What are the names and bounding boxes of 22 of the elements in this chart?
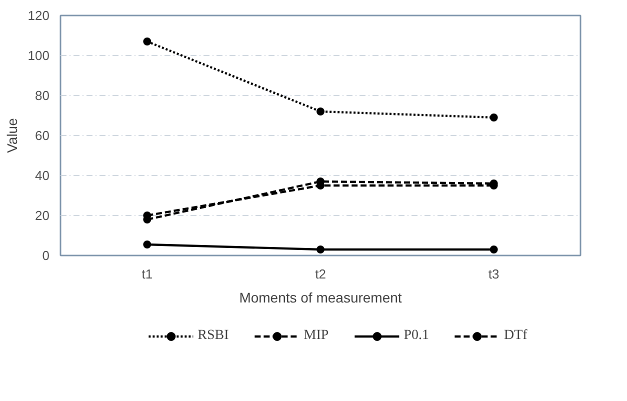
- point: [143, 240, 152, 248]
- y-axis-title: Value: [4, 118, 20, 153]
- x-tick-label: t3: [488, 266, 500, 282]
- y-tick-label: 60: [35, 128, 50, 143]
- point: [490, 246, 498, 254]
- y-tick-label: 120: [28, 8, 50, 23]
- legend-label: P0.1: [404, 328, 429, 344]
- y-tick-label: 20: [35, 208, 50, 223]
- y-tick-label: 40: [35, 168, 50, 183]
- x-tick-label: t1: [142, 266, 153, 282]
- point: [143, 38, 152, 46]
- x-axis-title: Moments of measurement: [239, 290, 402, 306]
- legend-label: MIP: [304, 328, 329, 344]
- point: [316, 246, 324, 254]
- x-tick-label: t2: [315, 266, 326, 282]
- y-tick-label: 80: [35, 88, 50, 103]
- legend-label: DTf: [504, 328, 528, 344]
- y-tick-label: 100: [28, 48, 50, 63]
- point: [316, 108, 324, 116]
- point: [490, 114, 498, 122]
- legend-label: RSBI: [198, 328, 229, 344]
- y-tick-label: 0: [42, 248, 50, 263]
